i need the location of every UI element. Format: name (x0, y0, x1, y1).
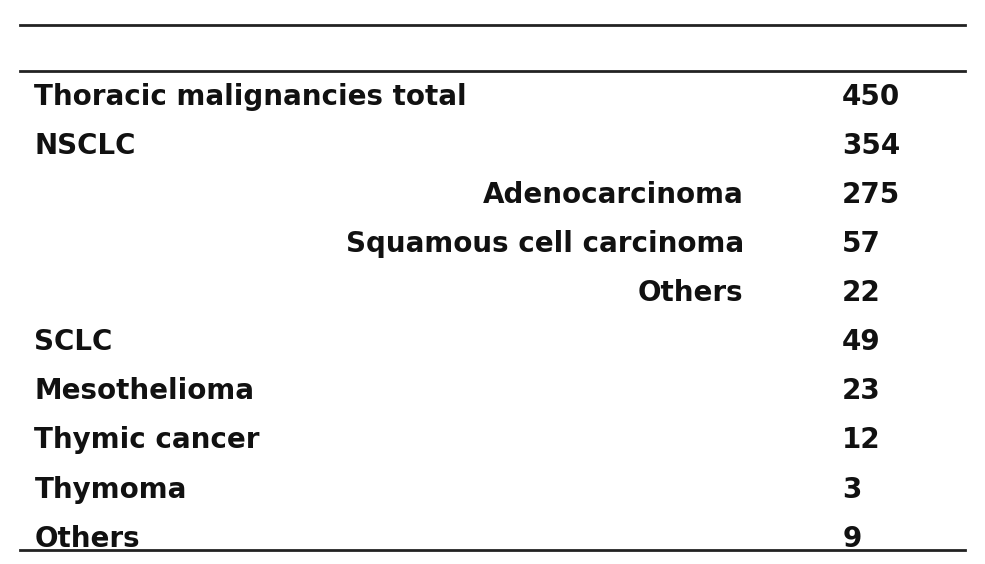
Text: 275: 275 (842, 181, 900, 209)
Text: NSCLC: NSCLC (34, 132, 136, 160)
Text: 354: 354 (842, 132, 900, 160)
Text: 49: 49 (842, 328, 881, 356)
Text: 22: 22 (842, 279, 881, 307)
Text: Mesothelioma: Mesothelioma (34, 377, 254, 406)
Text: 57: 57 (842, 230, 881, 258)
Text: SCLC: SCLC (34, 328, 113, 356)
Text: 12: 12 (842, 426, 881, 455)
Text: Thoracic malignancies total: Thoracic malignancies total (34, 83, 467, 111)
Text: Adenocarcinoma: Adenocarcinoma (483, 181, 744, 209)
Text: 23: 23 (842, 377, 881, 406)
Text: Thymoma: Thymoma (34, 475, 187, 504)
Text: 3: 3 (842, 475, 862, 504)
Text: Others: Others (638, 279, 744, 307)
Text: 450: 450 (842, 83, 900, 111)
Text: 9: 9 (842, 525, 862, 553)
Text: Thymic cancer: Thymic cancer (34, 426, 260, 455)
Text: Squamous cell carcinoma: Squamous cell carcinoma (346, 230, 744, 258)
Text: Others: Others (34, 525, 140, 553)
